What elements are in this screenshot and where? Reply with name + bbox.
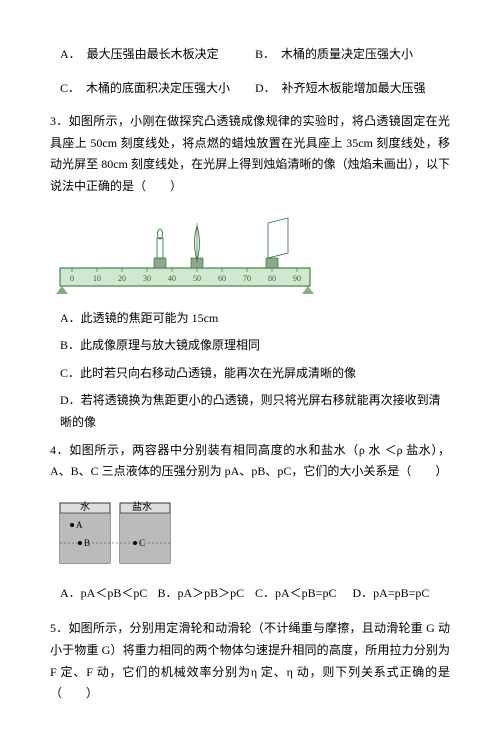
q3-stem: 3．如图所示，小刚在做探究凸透镜成像规律的实验时，将凸透镜固定在光具座上 50c… xyxy=(50,111,450,197)
optical-bench-svg: 0 10 20 30 40 50 60 70 80 90 xyxy=(50,208,330,298)
q5-stem: 5．如图所示，分别用定滑轮和动滑轮（不计绳重与摩擦，且动滑轮重 G 动 小于物重… xyxy=(50,618,450,704)
svg-text:70: 70 xyxy=(243,274,251,283)
option-label: B． xyxy=(255,44,275,66)
q3-option-d: D．若将透镜换为焦距更小的凸透镜，则只将光屏右移就能再次接收到清晰的像 xyxy=(60,390,450,433)
q2-option-a: A． 最大压强由最长木板决定 xyxy=(60,44,255,66)
svg-text:30: 30 xyxy=(143,274,151,283)
option-text: 最大压强由最长木板决定 xyxy=(87,47,219,61)
option-label: D． xyxy=(353,586,374,600)
q2-option-b: B． 木桶的质量决定压强大小 xyxy=(255,44,450,66)
option-text: 此时若只向右移动凸透镜，能再次在光屏成清晰的像 xyxy=(80,366,356,380)
option-label: B． xyxy=(158,586,178,600)
svg-text:水: 水 xyxy=(80,501,90,513)
svg-text:40: 40 xyxy=(168,274,176,283)
option-text: pA＜pB＜pC xyxy=(81,586,148,600)
option-label: A． xyxy=(60,311,81,325)
q5-number: 5． xyxy=(50,621,68,635)
q3-option-b: B．此成像原理与放大镜成像原理相同 xyxy=(60,335,450,357)
option-text: 此成像原理与放大镜成像原理相同 xyxy=(80,338,260,352)
q4-options: A．pA＜pB＜pC B．pA＞pB＞pC C．pA＜pB=pC D．pA=pB… xyxy=(60,583,450,605)
q4-option-b: B．pA＞pB＞pC xyxy=(158,583,256,605)
option-label: C． xyxy=(60,366,80,380)
q2-option-d: D． 补齐短木板能增加最大压强 xyxy=(255,78,450,100)
svg-text:10: 10 xyxy=(93,274,101,283)
containers-svg: 水 A B 盐水 C xyxy=(50,493,180,573)
option-text: pA=pB=pC xyxy=(373,586,429,600)
svg-text:60: 60 xyxy=(218,274,226,283)
svg-text:A: A xyxy=(76,520,83,530)
q4-stem: 4．如图所示，两容器中分别装有相同高度的水和盐水（ρ 水 ＜ρ 盐水），A、B、… xyxy=(50,440,450,483)
option-text: 此透镜的焦距可能为 15cm xyxy=(81,311,219,325)
option-label: D． xyxy=(255,78,276,100)
q3-option-a: A．此透镜的焦距可能为 15cm xyxy=(60,308,450,330)
svg-text:50: 50 xyxy=(193,274,201,283)
option-label: A． xyxy=(60,44,81,66)
candle-icon xyxy=(154,229,166,268)
option-label: A． xyxy=(60,586,81,600)
svg-text:20: 20 xyxy=(118,274,126,283)
svg-text:80: 80 xyxy=(268,274,276,283)
q3-option-c: C．此时若只向右移动凸透镜，能再次在光屏成清晰的像 xyxy=(60,363,450,385)
q3-figure: 0 10 20 30 40 50 60 70 80 90 xyxy=(50,208,450,298)
q4-figure: 水 A B 盐水 C xyxy=(50,493,450,573)
option-text: 补齐短木板能增加最大压强 xyxy=(282,81,426,95)
q4-number: 4． xyxy=(50,443,69,457)
q4-option-c: C．pA＜pB=pC xyxy=(255,583,353,605)
q3-number: 3． xyxy=(50,114,69,128)
lens-icon xyxy=(191,223,203,268)
screen-icon xyxy=(266,218,288,268)
option-label: B． xyxy=(60,338,80,352)
option-label: C． xyxy=(60,78,80,100)
q2-option-c: C． 木桶的底面积决定压强大小 xyxy=(60,78,255,100)
q3-options: A．此透镜的焦距可能为 15cm B．此成像原理与放大镜成像原理相同 C．此时若… xyxy=(50,308,450,434)
option-text: 木桶的质量决定压强大小 xyxy=(281,47,413,61)
option-text: 木桶的底面积决定压强大小 xyxy=(86,81,230,95)
q2-options-row1: A． 最大压强由最长木板决定 B． 木桶的质量决定压强大小 xyxy=(60,44,450,66)
option-text: 若将透镜换为焦距更小的凸透镜，则只将光屏右移就能再次接收到清晰的像 xyxy=(60,393,441,429)
q4-option-d: D．pA=pB=pC xyxy=(353,583,451,605)
svg-text:90: 90 xyxy=(293,274,301,283)
svg-text:0: 0 xyxy=(70,274,74,283)
option-text: pA＜pB=pC xyxy=(275,586,336,600)
q3-stem-text: 如图所示，小刚在做探究凸透镜成像规律的实验时，将凸透镜固定在光具座上 50cm … xyxy=(50,114,450,193)
q4-option-a: A．pA＜pB＜pC xyxy=(60,583,158,605)
q4-stem-text: 如图所示，两容器中分别装有相同高度的水和盐水（ρ 水 ＜ρ 盐水），A、B、C … xyxy=(50,443,450,479)
q5-stem-text: 如图所示，分别用定滑轮和动滑轮（不计绳重与摩擦，且动滑轮重 G 动 小于物重 G… xyxy=(50,621,450,700)
q2-options-row2: C． 木桶的底面积决定压强大小 D． 补齐短木板能增加最大压强 xyxy=(60,78,450,100)
option-label: C． xyxy=(255,586,275,600)
svg-text:盐水: 盐水 xyxy=(132,500,152,513)
option-text: pA＞pB＞pC xyxy=(178,586,245,600)
option-label: D． xyxy=(60,393,81,407)
